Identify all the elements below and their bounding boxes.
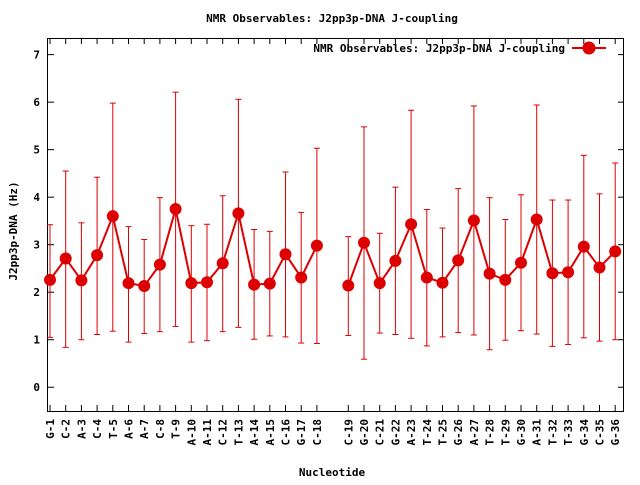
data-point bbox=[201, 276, 213, 289]
x-tick-label: C-4 bbox=[91, 419, 104, 439]
data-point bbox=[279, 248, 292, 261]
data-point bbox=[295, 271, 308, 284]
x-tick-label: C-19 bbox=[342, 419, 355, 446]
x-tick-label: A-10 bbox=[185, 419, 198, 446]
y-tick-label: 6 bbox=[33, 96, 40, 109]
y-tick-label: 2 bbox=[33, 286, 40, 299]
x-tick-label: T-13 bbox=[232, 419, 245, 446]
data-point bbox=[436, 276, 449, 289]
x-axis-ticks: G-1 C-2 A-3 C-4 T-5 A-6 A-7 C-8 T-9 A-10 A-11 C-12 T… bbox=[44, 38, 622, 446]
x-tick-label: G-36 bbox=[609, 419, 622, 446]
data-point bbox=[310, 239, 323, 252]
x-tick-label: C-18 bbox=[311, 419, 324, 446]
data-point bbox=[593, 261, 606, 274]
data-point bbox=[342, 279, 355, 292]
data-point bbox=[263, 277, 276, 290]
y-tick-label: 3 bbox=[33, 239, 40, 252]
x-tick-label: T-29 bbox=[499, 419, 512, 446]
data-point bbox=[609, 245, 622, 258]
x-tick-label: T-28 bbox=[484, 419, 497, 446]
x-tick-label: C-16 bbox=[280, 419, 293, 446]
data-point bbox=[358, 236, 370, 249]
series-line-segment bbox=[49, 208, 318, 288]
x-tick-label: G-30 bbox=[515, 419, 528, 446]
error-bars bbox=[47, 91, 619, 360]
series-line-segment bbox=[347, 216, 616, 286]
data-point bbox=[420, 271, 433, 284]
series-lines bbox=[49, 208, 616, 288]
x-tick-label: G-17 bbox=[295, 419, 308, 446]
x-tick-label: A-27 bbox=[468, 419, 481, 446]
data-point bbox=[483, 267, 496, 280]
data-point bbox=[577, 240, 590, 253]
x-tick-label: G-20 bbox=[358, 419, 371, 446]
x-tick-label: T-25 bbox=[437, 419, 450, 446]
x-tick-label: A-6 bbox=[123, 419, 136, 439]
x-tick-label: G-34 bbox=[578, 419, 591, 446]
x-tick-label: G-1 bbox=[44, 419, 57, 439]
x-tick-label: C-2 bbox=[60, 419, 73, 439]
x-tick-label: A-15 bbox=[264, 419, 277, 446]
data-point bbox=[467, 214, 480, 227]
x-tick-label: A-23 bbox=[405, 419, 418, 446]
y-tick-label: 5 bbox=[33, 144, 40, 157]
y-axis-ticks: 0 1 2 3 4 5 6 7 bbox=[33, 49, 624, 394]
x-tick-label: C-21 bbox=[374, 419, 387, 446]
data-point bbox=[389, 254, 402, 267]
x-tick-label: A-3 bbox=[75, 419, 88, 439]
data-point bbox=[515, 256, 527, 269]
data-point bbox=[232, 207, 245, 220]
data-point bbox=[44, 273, 56, 286]
data-point bbox=[405, 218, 418, 231]
data-point bbox=[530, 213, 543, 226]
x-tick-label: A-7 bbox=[138, 419, 151, 439]
data-points bbox=[44, 203, 622, 293]
x-tick-label: A-14 bbox=[248, 419, 261, 446]
data-point bbox=[562, 266, 575, 279]
x-tick-label: T-5 bbox=[107, 419, 120, 439]
x-tick-label: G-22 bbox=[389, 419, 402, 446]
x-tick-label: T-24 bbox=[421, 419, 434, 446]
x-tick-label: C-12 bbox=[217, 419, 230, 446]
data-point bbox=[91, 249, 104, 262]
x-tick-label: A-31 bbox=[531, 419, 544, 446]
data-point bbox=[546, 267, 559, 280]
data-point bbox=[452, 254, 465, 267]
y-tick-label: 1 bbox=[33, 334, 40, 347]
data-point bbox=[59, 252, 72, 265]
legend-label: NMR Observables: J2pp3p-DNA J-coupling bbox=[313, 42, 565, 55]
x-axis-label: Nucleotide bbox=[299, 466, 366, 479]
y-axis-label: J2pp3p-DNA (Hz) bbox=[7, 181, 20, 280]
data-point bbox=[373, 277, 386, 290]
data-point bbox=[185, 277, 198, 290]
legend: NMR Observables: J2pp3p-DNA J-coupling bbox=[313, 41, 606, 55]
x-tick-label: G-26 bbox=[452, 419, 465, 446]
data-point bbox=[153, 258, 166, 271]
x-tick-label: C-35 bbox=[594, 419, 607, 446]
data-point bbox=[75, 274, 88, 287]
data-point bbox=[499, 273, 512, 286]
y-tick-label: 4 bbox=[33, 191, 40, 204]
data-point bbox=[216, 257, 229, 270]
data-point bbox=[122, 277, 135, 290]
data-point bbox=[106, 210, 119, 223]
x-tick-label: T-32 bbox=[546, 419, 559, 446]
data-point bbox=[169, 203, 182, 216]
y-tick-label: 0 bbox=[33, 381, 40, 394]
data-point bbox=[138, 280, 151, 293]
legend-marker-swatch bbox=[582, 41, 596, 55]
x-tick-label: T-33 bbox=[562, 419, 575, 446]
x-tick-label: T-9 bbox=[170, 419, 183, 439]
chart-title: NMR Observables: J2pp3p-DNA J-coupling bbox=[206, 12, 458, 25]
data-point bbox=[248, 278, 261, 291]
y-tick-label: 7 bbox=[33, 49, 40, 62]
x-tick-label: C-8 bbox=[154, 419, 167, 439]
x-tick-label: A-11 bbox=[201, 419, 214, 446]
